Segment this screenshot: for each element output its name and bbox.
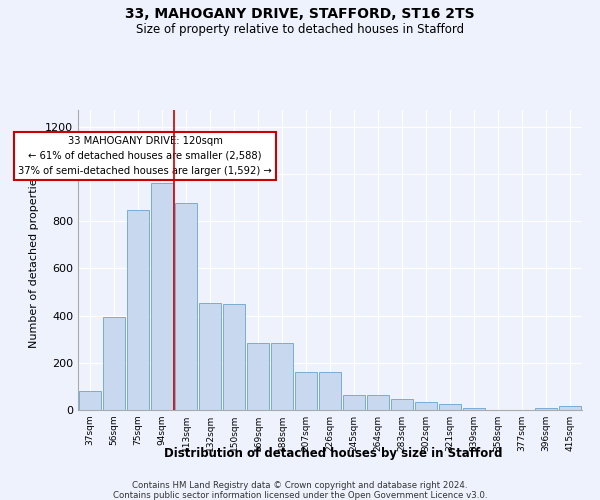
Text: Contains HM Land Registry data © Crown copyright and database right 2024.: Contains HM Land Registry data © Crown c…: [132, 481, 468, 490]
Bar: [463, 408, 485, 410]
Bar: [199, 302, 221, 410]
Bar: [175, 204, 197, 410]
Bar: [295, 372, 317, 410]
Bar: [367, 394, 389, 410]
Text: 33 MAHOGANY DRIVE: 120sqm
← 61% of detached houses are smaller (2,588)
37% of se: 33 MAHOGANY DRIVE: 120sqm ← 61% of detac…: [19, 136, 272, 175]
Bar: [391, 400, 413, 410]
Text: 33, MAHOGANY DRIVE, STAFFORD, ST16 2TS: 33, MAHOGANY DRIVE, STAFFORD, ST16 2TS: [125, 8, 475, 22]
Bar: [439, 404, 461, 410]
Bar: [559, 406, 581, 410]
Text: Contains public sector information licensed under the Open Government Licence v3: Contains public sector information licen…: [113, 491, 487, 500]
Bar: [271, 342, 293, 410]
Bar: [223, 304, 245, 410]
Bar: [79, 391, 101, 410]
Text: Size of property relative to detached houses in Stafford: Size of property relative to detached ho…: [136, 22, 464, 36]
Bar: [319, 372, 341, 410]
Bar: [343, 394, 365, 410]
Bar: [127, 210, 149, 410]
Bar: [103, 316, 125, 410]
Y-axis label: Number of detached properties: Number of detached properties: [29, 172, 40, 348]
Bar: [535, 408, 557, 410]
Bar: [247, 342, 269, 410]
Text: Distribution of detached houses by size in Stafford: Distribution of detached houses by size …: [164, 448, 502, 460]
Bar: [415, 402, 437, 410]
Bar: [151, 183, 173, 410]
